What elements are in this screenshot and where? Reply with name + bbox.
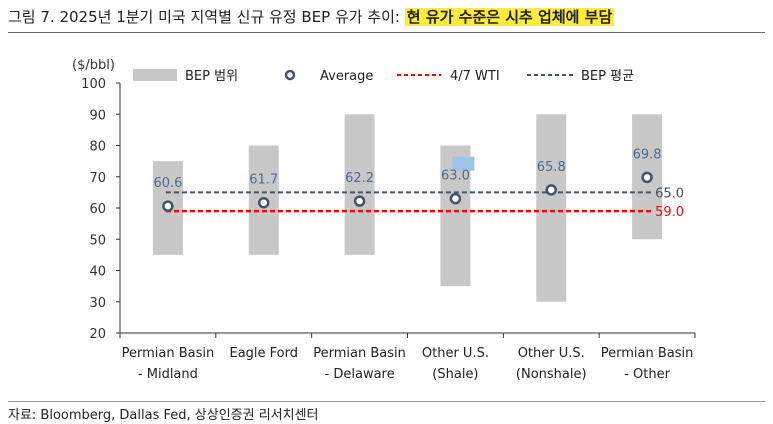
average-value-label: 63.0 bbox=[441, 169, 470, 184]
source-rule bbox=[8, 401, 765, 402]
title-prefix: 그림 7. 2025년 1분기 미국 지역별 신규 유정 BEP 유가 추이: bbox=[8, 8, 405, 26]
y-tick-label: 70 bbox=[89, 171, 106, 186]
y-tick-label: 30 bbox=[89, 296, 106, 311]
x-category-label: - Midland bbox=[138, 367, 198, 382]
legend-bep-avg-label: BEP 평균 bbox=[581, 69, 634, 84]
average-marker bbox=[449, 192, 462, 205]
legend-range-swatch bbox=[133, 69, 177, 81]
average-value-label: 69.8 bbox=[633, 147, 662, 162]
wti-value-label: 59.0 bbox=[655, 205, 684, 220]
y-tick-label: 60 bbox=[89, 202, 106, 217]
average-value-label: 62.2 bbox=[345, 171, 374, 186]
chart-title: 그림 7. 2025년 1분기 미국 지역별 신규 유정 BEP 유가 추이: … bbox=[8, 6, 615, 27]
x-category-label: Permian Basin bbox=[122, 346, 215, 361]
average-marker bbox=[258, 196, 270, 209]
average-value-label: 65.8 bbox=[537, 160, 566, 175]
bep-range-bar bbox=[536, 114, 567, 302]
y-tick-label: 20 bbox=[89, 327, 106, 342]
average-label-highlight bbox=[452, 156, 475, 171]
bep-chart: ($/bbl) BEP 범위 Average 4/7 WTI BEP 평균 20 30 40 5… bbox=[72, 58, 696, 382]
x-category-label: - Delaware bbox=[325, 367, 395, 382]
x-category-label: - Other bbox=[624, 367, 670, 382]
title-rule bbox=[8, 32, 765, 33]
average-marker bbox=[641, 171, 653, 184]
legend-average-label: Average bbox=[320, 69, 373, 84]
average-marker bbox=[353, 195, 366, 207]
x-category-label: Permian Basin bbox=[601, 346, 694, 361]
x-category-label: Eagle Ford bbox=[229, 346, 298, 361]
legend-range-label: BEP 범위 bbox=[185, 69, 238, 84]
x-category-label: Other U.S. bbox=[422, 346, 489, 361]
title-highlight: 현 유가 수준은 시추 업체에 부담 bbox=[404, 8, 615, 26]
y-tick-label: 40 bbox=[89, 265, 106, 280]
y-tick-label: 100 bbox=[81, 77, 106, 92]
source-note: 자료: Bloomberg, Dallas Fed, 상상인증권 리서치센터 bbox=[8, 408, 319, 423]
x-category-label: Permian Basin bbox=[313, 346, 406, 361]
average-marker bbox=[545, 184, 557, 196]
x-category-label: Other U.S. bbox=[518, 346, 585, 361]
unit-label: ($/bbl) bbox=[72, 58, 115, 73]
bep-average-value-label: 65.0 bbox=[655, 186, 684, 201]
x-category-label: (Shale) bbox=[432, 367, 478, 382]
average-marker bbox=[162, 200, 174, 212]
average-value-label: 61.7 bbox=[249, 173, 278, 188]
legend-average-marker bbox=[284, 69, 296, 81]
x-category-label: (Nonshale) bbox=[516, 367, 587, 382]
y-tick-label: 50 bbox=[89, 233, 106, 248]
y-tick-label: 90 bbox=[89, 108, 106, 123]
y-tick-label: 80 bbox=[89, 140, 106, 155]
average-value-label: 60.6 bbox=[153, 176, 182, 191]
legend-wti-label: 4/7 WTI bbox=[450, 69, 500, 84]
bep-range-bar bbox=[344, 114, 375, 255]
